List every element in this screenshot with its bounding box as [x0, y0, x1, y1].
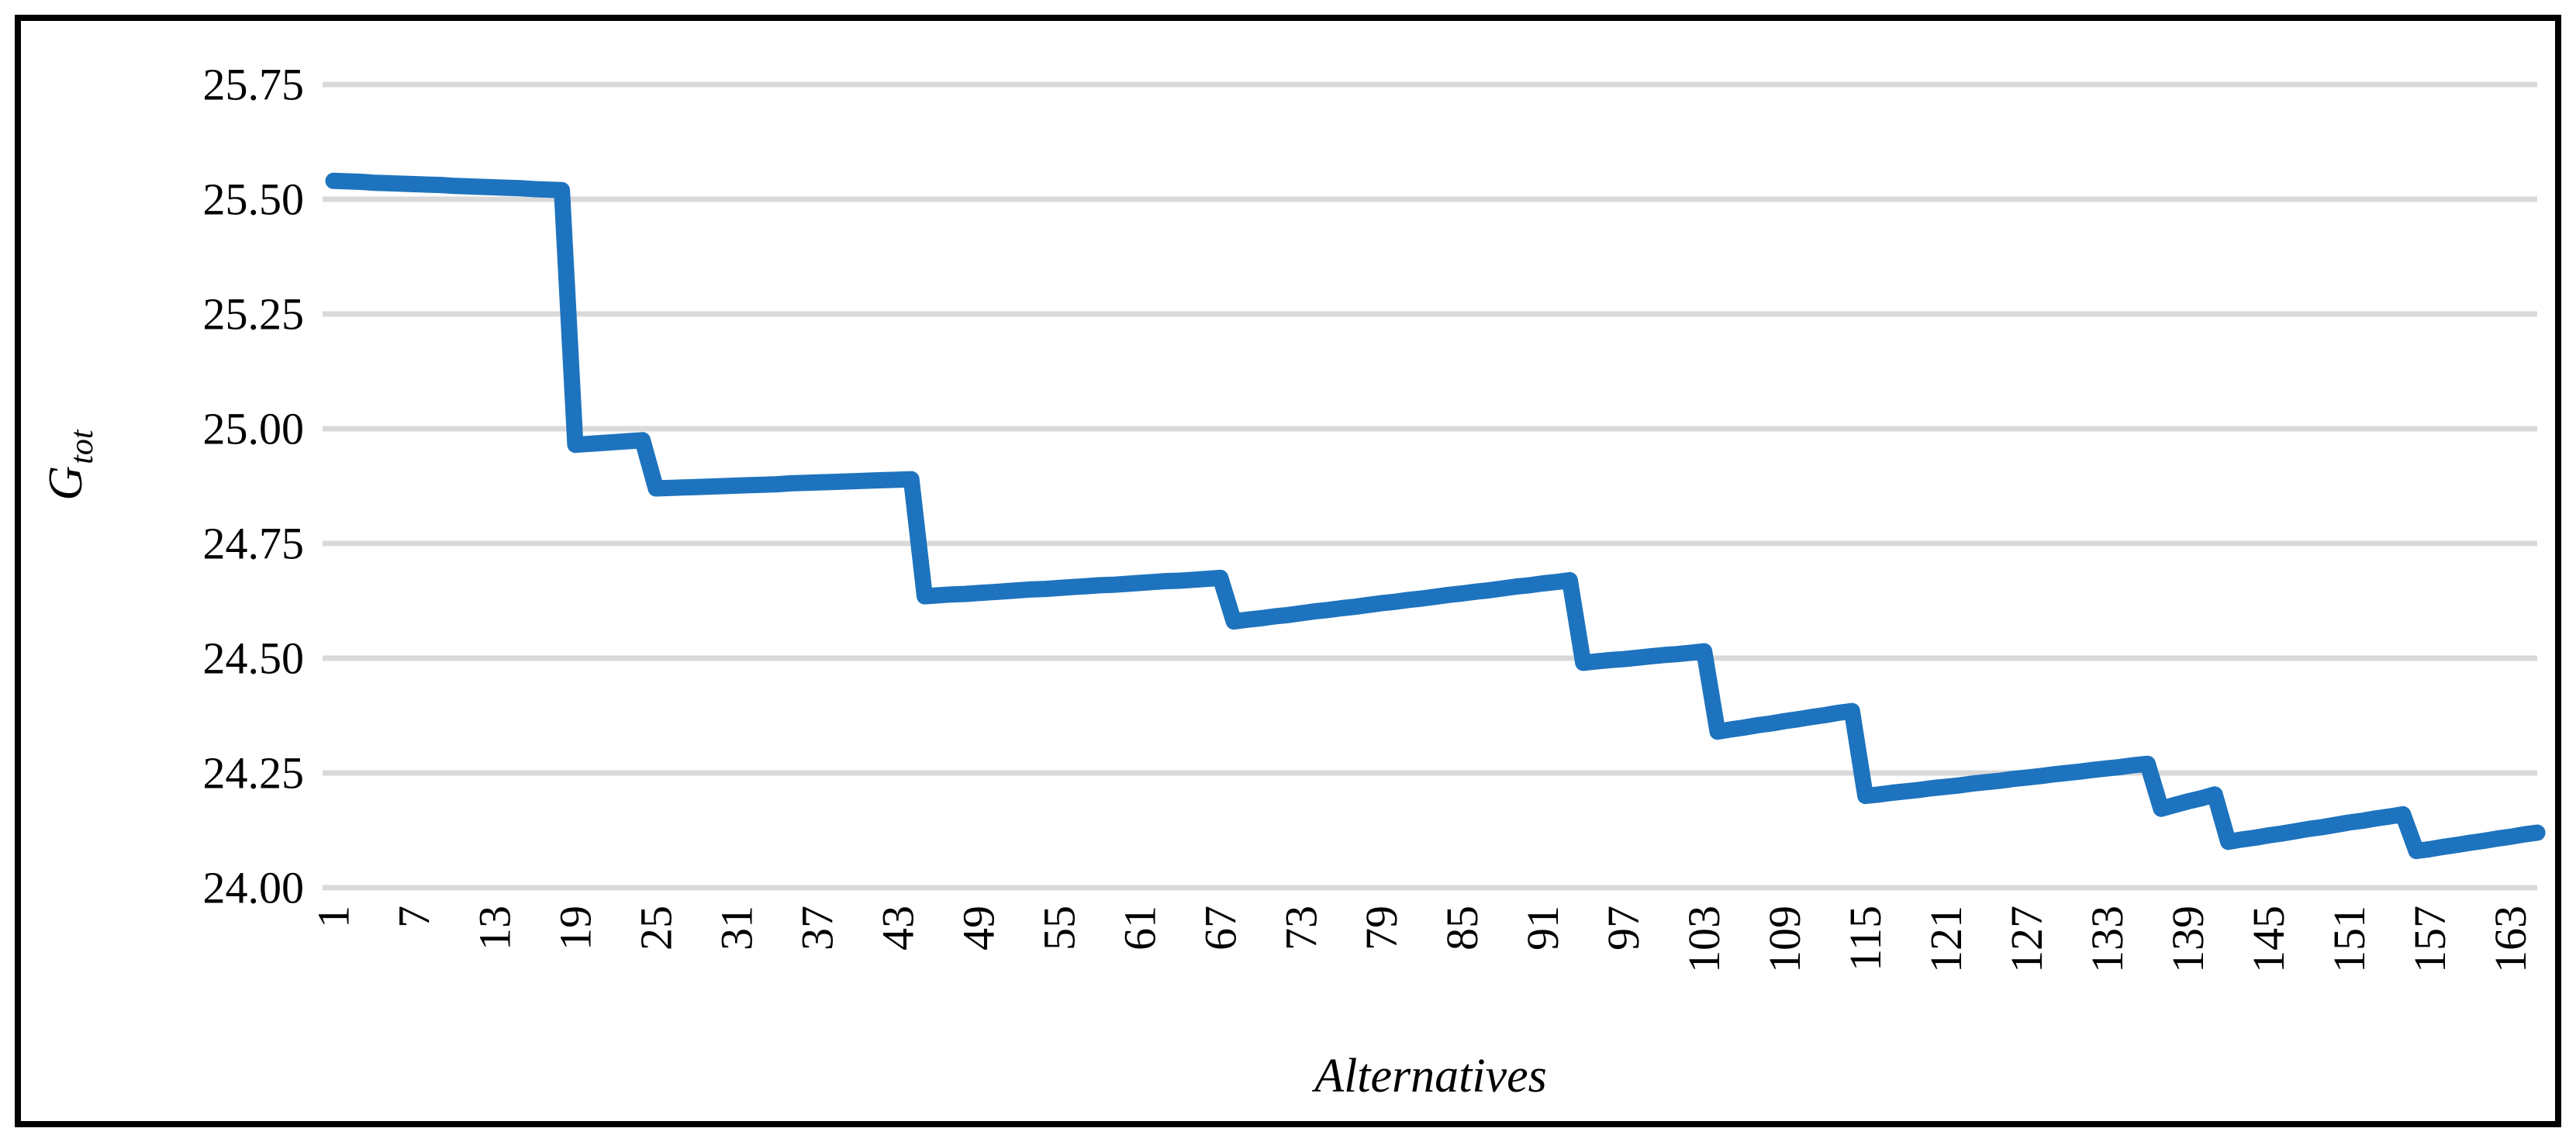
x-tick-label: 151: [2324, 906, 2374, 973]
x-tick-label: 37: [792, 906, 842, 951]
x-tick-label: 79: [1356, 906, 1407, 951]
x-axis-title: Alternatives: [1311, 1050, 1547, 1102]
y-tick-label: 25.75: [203, 60, 305, 110]
y-tick-label: 24.00: [203, 863, 305, 913]
x-tick-label: 13: [469, 906, 520, 951]
y-tick-label: 24.25: [203, 748, 305, 799]
x-tick-label: 49: [953, 906, 1003, 951]
x-tick-label: 109: [1759, 906, 1810, 973]
x-tick-label: 115: [1840, 906, 1891, 971]
y-tick-label: 24.75: [203, 519, 305, 569]
y-axis-title: Gtot: [40, 429, 100, 500]
x-tick-label: 97: [1598, 906, 1649, 951]
x-tick-label: 67: [1195, 906, 1245, 951]
x-tick-label: 157: [2405, 906, 2455, 973]
x-tick-label: 85: [1437, 906, 1487, 951]
x-tick-label: 91: [1518, 906, 1568, 951]
y-tick-label: 25.00: [203, 404, 305, 454]
x-tick-label: 7: [388, 906, 439, 928]
series-line: [325, 172, 2546, 860]
y-tick-label: 24.50: [203, 633, 305, 684]
x-tick-label: 19: [550, 906, 600, 951]
x-tick-label: 103: [1679, 906, 1729, 973]
y-axis-title-subscript: tot: [64, 429, 100, 464]
x-tick-label: 25: [630, 906, 681, 951]
chart-border: [15, 15, 2561, 1127]
y-axis-tick-labels: 25.75 25.50 25.25 25.00 24.75 24.50 24.25 24.00: [203, 60, 305, 913]
x-tick-label: 73: [1276, 906, 1326, 951]
y-tick-label: 25.25: [203, 289, 305, 340]
x-tick-label: 163: [2485, 906, 2536, 973]
x-tick-label: 55: [1034, 906, 1084, 951]
x-tick-label: 139: [2163, 906, 2213, 973]
x-tick-label: 145: [2243, 906, 2294, 973]
series-layer: [325, 172, 2546, 860]
y-axis-title-main: G: [40, 466, 92, 501]
x-tick-label: 133: [2082, 906, 2132, 973]
gridline-layer: [323, 81, 2537, 891]
x-tick-label: 43: [872, 906, 923, 951]
x-tick-label: 1: [309, 906, 359, 928]
y-tick-label: 25.50: [203, 174, 305, 225]
x-tick-label: 127: [2001, 906, 2052, 973]
x-tick-label: 31: [711, 906, 761, 951]
x-tick-label: 61: [1114, 906, 1165, 951]
x-axis-tick-labels: 1 7 13 19 25 31 37 43 49 55 61 67 73 79 85 91 97 103 109 11…: [309, 906, 2536, 973]
x-tick-label: 121: [1921, 906, 1971, 973]
